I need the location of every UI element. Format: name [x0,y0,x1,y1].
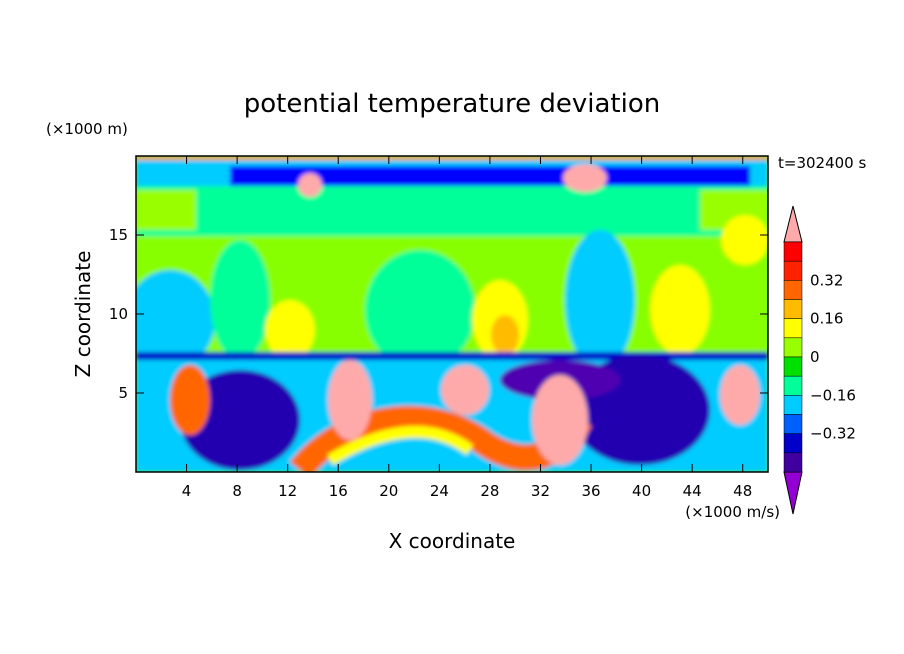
y-axis-label: Z coordinate [71,251,95,378]
colorbar-swatch [783,318,803,339]
left-orange [170,365,210,435]
pink-upper-1 [298,173,322,197]
x-tick-label: 28 [480,482,499,500]
time-label: t=302400 s [778,154,866,172]
colorbar-swatch [783,280,803,300]
heatmap-field [136,156,768,472]
upper-green [136,186,768,236]
lower-dark-1 [180,370,300,470]
pink-plume-2 [532,375,588,465]
y-unit-label: (×1000 m) [46,120,128,138]
pink-plume-3 [441,365,489,415]
field-layers [136,156,768,472]
colorbar-swatch [783,395,803,415]
x-ticks: 4 8 12 16 20 24 28 32 36 40 44 48 [182,156,752,500]
colorbar-swatch [783,337,803,358]
x-axis-label: X coordinate [389,529,516,553]
right-yellow [721,215,768,265]
x-tick-label: 44 [683,482,702,500]
colorbar: 0.32 0.16 0 −0.16 −0.32 [783,205,856,515]
colorbar-tick-label: −0.32 [810,425,856,443]
blue-band [230,166,750,186]
colorbar-tick-label: 0.32 [810,271,843,289]
colorbar-top-arrow [783,205,803,243]
yellow-blob-3 [650,265,710,355]
x-tick-label: 36 [581,482,600,500]
x-tick-label: 8 [232,482,242,500]
y-ticks: 5 10 15 [109,226,768,402]
pink-plume-4 [720,365,760,425]
pink-plume-1 [328,360,372,440]
colorbar-swatch [783,356,803,377]
pink-upper-2 [563,164,607,192]
left-cyan-column [136,270,215,370]
green-column-2 [365,250,475,370]
y-tick-label: 10 [109,305,128,323]
cyan-column [565,230,635,370]
x-unit-label: (×1000 m/s) [685,503,780,521]
colorbar-swatch [783,414,803,434]
colorbar-swatch [783,452,803,473]
chart-title: potential temperature deviation [244,89,660,119]
x-tick-label: 12 [278,482,297,500]
yellow-filament [326,425,474,466]
x-tick-label: 32 [531,482,550,500]
y-tick-label: 5 [118,384,128,402]
upper-left-lime [136,190,196,230]
yellow-blob-1 [265,300,315,360]
orange-spot [491,315,519,355]
x-tick-label: 40 [632,482,651,500]
green-column-1 [210,240,270,360]
colorbar-bottom-arrow [783,471,803,515]
y-tick-label: 15 [109,226,128,244]
colorbar-tick-label: 0.16 [810,310,843,328]
colorbar-swatch [783,375,803,396]
interface-band [136,352,768,362]
colorbar-swatch [783,433,803,454]
x-tick-label: 20 [379,482,398,500]
colorbar-swatch [783,260,803,281]
x-tick-label: 48 [733,482,752,500]
colorbar-swatch [783,241,803,262]
x-tick-label: 24 [430,482,449,500]
colorbar-tick-label: −0.16 [810,386,856,404]
x-tick-label: 4 [182,482,192,500]
colorbar-tick-label: 0 [810,348,820,366]
colorbar-swatch [783,299,803,319]
x-tick-label: 16 [329,482,348,500]
